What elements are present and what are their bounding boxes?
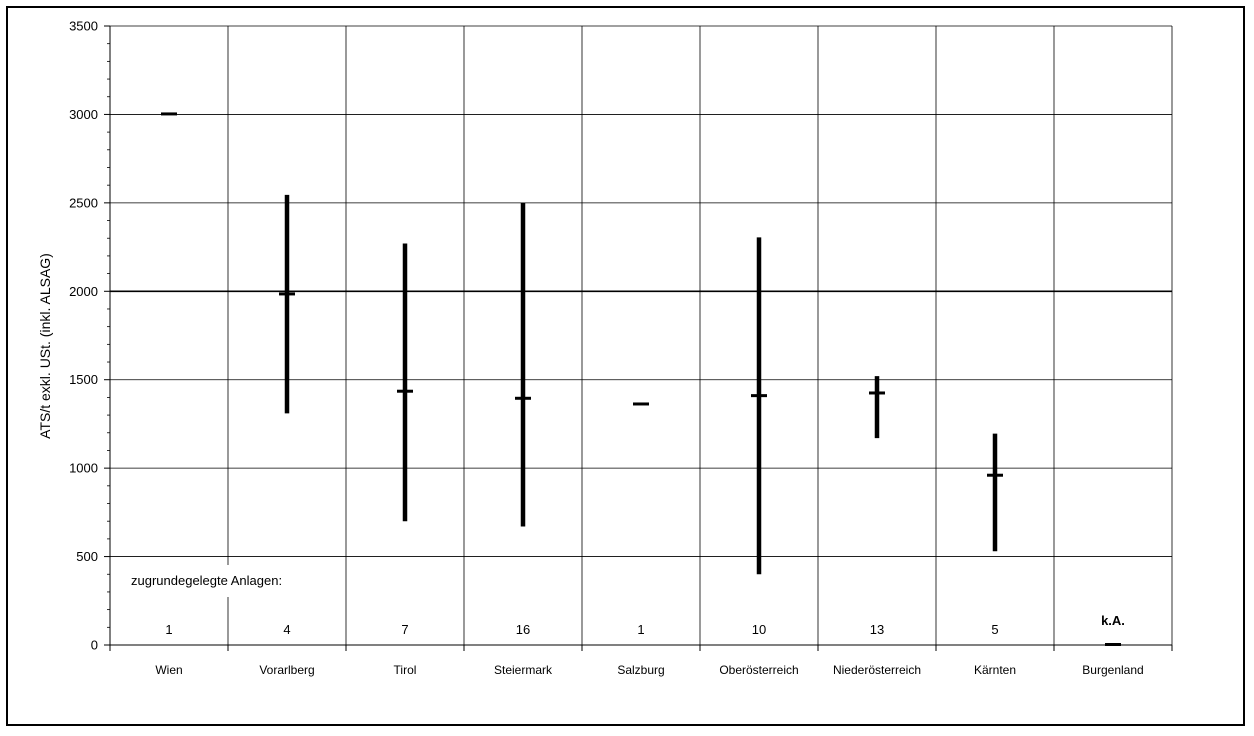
x-category-label: Salzburg [617,663,664,677]
plant-count-label: 13 [870,622,884,637]
plant-count-label: 7 [401,622,408,637]
counts-label: zugrundegelegte Anlagen: [131,573,282,588]
axes [109,26,1172,646]
x-categories: Wien Vorarlberg Tirol Steiermark Salzburg Obe… [109,645,1173,677]
chart-frame [6,6,1245,726]
counts-label-background [125,565,345,597]
y-tick-label: 2500 [69,195,98,210]
range-marks [161,112,1121,646]
plant-count-label: k.A. [1101,613,1125,628]
x-category-label: Vorarlberg [259,663,314,677]
x-category-label: Wien [155,663,182,677]
x-category-label: Steiermark [494,663,553,677]
grid [110,25,1173,645]
plant-count-label: 1 [637,622,644,637]
y-tick-label: 3500 [69,19,98,34]
y-tick-label: 1500 [69,372,98,387]
plant-count-label: 16 [516,622,530,637]
x-category-label: Kärnten [974,663,1016,677]
y-tick-label: 1000 [69,461,98,476]
x-category-label: Niederösterreich [833,663,921,677]
y-axis-title: ATS/t exkl. USt. (inkl. ALSAG) [37,253,53,439]
x-category-label: Oberösterreich [719,663,798,677]
y-tick-label: 3000 [69,107,98,122]
plant-count-label: 10 [752,622,766,637]
y-tick-label: 2000 [69,284,98,299]
plant-counts: 1 4 7 16 1 10 13 5 k.A. [165,613,1125,637]
x-category-label: Burgenland [1082,663,1143,677]
y-tick-label: 0 [91,638,98,653]
x-category-label: Tirol [394,663,417,677]
plant-count-label: 5 [991,622,998,637]
y-ticks: 0 500 1000 1500 2000 2500 3000 3500 [69,19,110,653]
plant-count-label: 1 [165,622,172,637]
plant-count-label: 4 [283,622,290,637]
y-tick-label: 500 [76,549,98,564]
